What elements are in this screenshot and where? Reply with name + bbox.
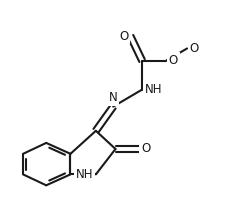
Text: O: O — [169, 54, 178, 67]
Text: O: O — [189, 42, 199, 55]
Text: NH: NH — [76, 168, 94, 181]
Text: O: O — [119, 30, 129, 43]
Text: O: O — [141, 143, 150, 155]
Text: O: O — [189, 42, 199, 55]
Text: N: N — [109, 91, 118, 104]
Text: NH: NH — [144, 83, 162, 96]
